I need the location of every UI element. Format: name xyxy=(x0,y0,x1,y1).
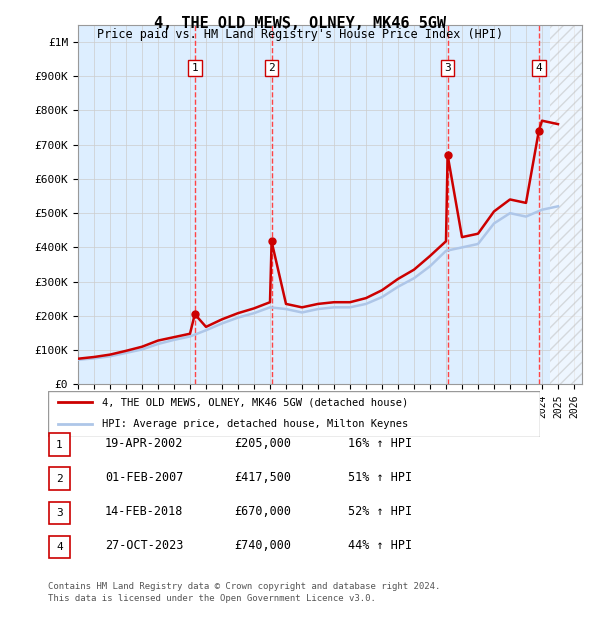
FancyBboxPatch shape xyxy=(48,391,540,437)
FancyBboxPatch shape xyxy=(49,502,70,524)
FancyBboxPatch shape xyxy=(49,433,70,456)
Bar xyxy=(550,25,582,384)
Text: 51% ↑ HPI: 51% ↑ HPI xyxy=(348,471,412,484)
Text: 14-FEB-2018: 14-FEB-2018 xyxy=(105,505,184,518)
Text: £670,000: £670,000 xyxy=(234,505,291,518)
Text: 4: 4 xyxy=(56,542,63,552)
Text: 1: 1 xyxy=(191,63,198,73)
Text: Contains HM Land Registry data © Crown copyright and database right 2024.: Contains HM Land Registry data © Crown c… xyxy=(48,582,440,591)
Text: 3: 3 xyxy=(444,63,451,73)
Text: This data is licensed under the Open Government Licence v3.0.: This data is licensed under the Open Gov… xyxy=(48,593,376,603)
Text: 4, THE OLD MEWS, OLNEY, MK46 5GW: 4, THE OLD MEWS, OLNEY, MK46 5GW xyxy=(154,16,446,30)
Text: 2: 2 xyxy=(268,63,275,73)
Text: Price paid vs. HM Land Registry's House Price Index (HPI): Price paid vs. HM Land Registry's House … xyxy=(97,28,503,41)
Text: 52% ↑ HPI: 52% ↑ HPI xyxy=(348,505,412,518)
Text: 4, THE OLD MEWS, OLNEY, MK46 5GW (detached house): 4, THE OLD MEWS, OLNEY, MK46 5GW (detach… xyxy=(102,397,409,407)
Text: 16% ↑ HPI: 16% ↑ HPI xyxy=(348,437,412,450)
FancyBboxPatch shape xyxy=(49,536,70,558)
Text: 2: 2 xyxy=(56,474,63,484)
Text: 01-FEB-2007: 01-FEB-2007 xyxy=(105,471,184,484)
Text: £740,000: £740,000 xyxy=(234,539,291,552)
Text: 44% ↑ HPI: 44% ↑ HPI xyxy=(348,539,412,552)
Text: 27-OCT-2023: 27-OCT-2023 xyxy=(105,539,184,552)
Text: 1: 1 xyxy=(56,440,63,450)
Text: 3: 3 xyxy=(56,508,63,518)
FancyBboxPatch shape xyxy=(49,467,70,490)
Text: £417,500: £417,500 xyxy=(234,471,291,484)
Text: 4: 4 xyxy=(535,63,542,73)
Text: 19-APR-2002: 19-APR-2002 xyxy=(105,437,184,450)
Text: £205,000: £205,000 xyxy=(234,437,291,450)
Text: HPI: Average price, detached house, Milton Keynes: HPI: Average price, detached house, Milt… xyxy=(102,419,409,429)
